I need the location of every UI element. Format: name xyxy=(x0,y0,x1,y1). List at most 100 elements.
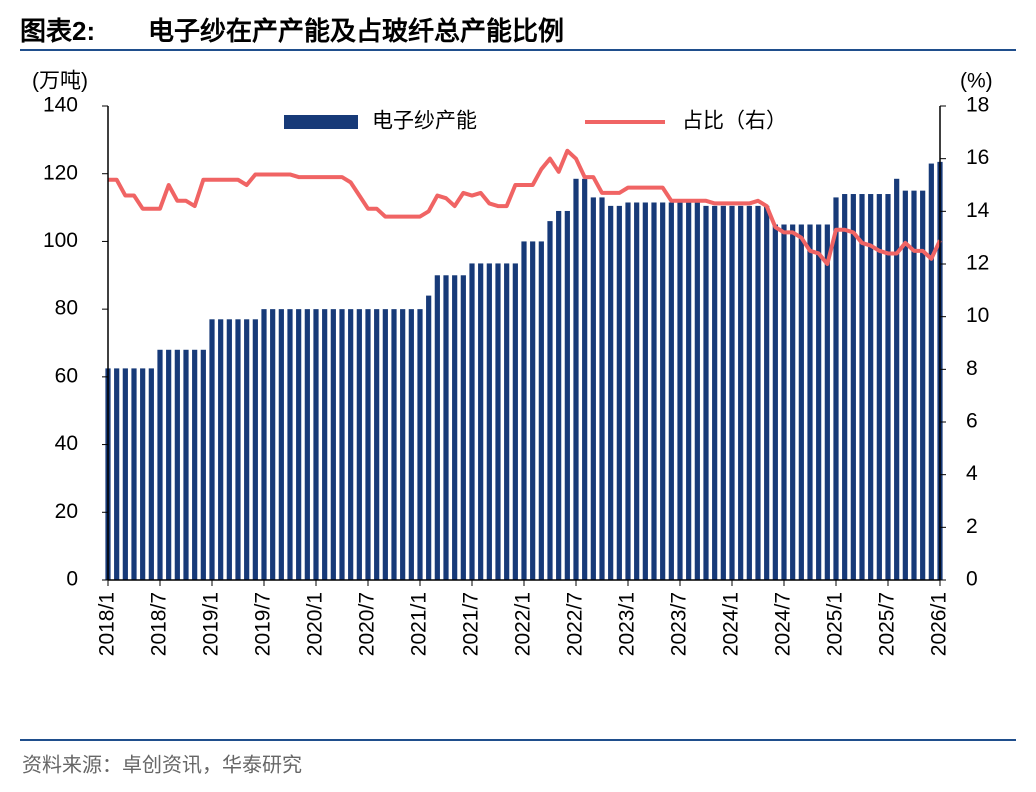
bar xyxy=(356,309,362,580)
bar xyxy=(365,309,371,580)
bar xyxy=(859,194,865,580)
bar xyxy=(157,349,163,580)
bar xyxy=(486,263,492,580)
x-tick-label: 2020/1 xyxy=(304,592,327,656)
bar xyxy=(166,349,172,580)
x-tick-label: 2021/7 xyxy=(460,592,483,656)
y-tick-label: 80 xyxy=(55,297,78,320)
y-tick-label: 0 xyxy=(66,568,78,591)
bar xyxy=(148,368,154,580)
x-tick-label: 2023/1 xyxy=(616,592,639,656)
y-tick-label: 20 xyxy=(55,500,78,523)
x-tick-label: 2025/1 xyxy=(824,592,847,656)
bar xyxy=(140,368,146,580)
x-tick-label: 2024/1 xyxy=(720,592,743,656)
bar xyxy=(278,309,284,580)
bar xyxy=(252,319,258,580)
bar xyxy=(417,309,423,580)
bar xyxy=(911,190,917,580)
bar xyxy=(183,349,189,580)
bar xyxy=(642,202,648,580)
bar xyxy=(478,263,484,580)
bar xyxy=(348,309,354,580)
bar xyxy=(556,210,562,580)
bar xyxy=(668,202,674,580)
y2-tick-label: 10 xyxy=(966,304,989,327)
bar xyxy=(287,309,293,580)
bar xyxy=(920,190,926,580)
y-tick-label: 100 xyxy=(43,229,78,252)
bar xyxy=(608,205,614,580)
y-axis-label: (万吨) xyxy=(32,70,88,93)
y2-tick-label: 4 xyxy=(966,462,978,485)
bar xyxy=(174,349,180,580)
bar xyxy=(703,205,709,580)
bar xyxy=(746,205,752,580)
bar xyxy=(634,202,640,580)
bar xyxy=(876,194,882,580)
x-tick-label: 2024/7 xyxy=(772,592,795,656)
x-tick-label: 2022/1 xyxy=(512,592,535,656)
bar xyxy=(582,178,588,581)
y-tick-label: 140 xyxy=(43,94,78,117)
legend-label: 电子纱产能 xyxy=(372,110,477,133)
bar xyxy=(244,319,250,580)
y-tick-label: 60 xyxy=(55,364,78,387)
bar xyxy=(816,224,822,580)
bar xyxy=(850,194,856,580)
x-tick-label: 2023/7 xyxy=(668,592,691,656)
x-tick-label: 2026/1 xyxy=(928,592,951,656)
y2-tick-label: 18 xyxy=(966,94,989,117)
bar xyxy=(209,319,215,580)
x-tick-label: 2022/7 xyxy=(564,592,587,656)
bar xyxy=(573,178,579,581)
bar xyxy=(781,224,787,580)
bar xyxy=(452,275,458,580)
x-tick-label: 2020/7 xyxy=(356,592,379,656)
bar xyxy=(460,275,466,580)
bar xyxy=(625,202,631,580)
bar xyxy=(755,205,761,580)
bar xyxy=(504,263,510,580)
y2-tick-label: 16 xyxy=(966,146,989,169)
bar xyxy=(270,309,276,580)
bar xyxy=(798,224,804,580)
bar xyxy=(894,178,900,581)
bar xyxy=(339,309,345,580)
bar xyxy=(235,319,241,580)
bar xyxy=(651,202,657,580)
bar xyxy=(192,349,198,580)
bar xyxy=(313,309,319,580)
bar xyxy=(261,309,267,580)
bar xyxy=(677,202,683,580)
y2-tick-label: 14 xyxy=(966,199,990,222)
bar xyxy=(599,197,605,580)
figure-label: 图表2: xyxy=(20,16,95,46)
source: 资料来源：卓创资讯，华泰研究 xyxy=(22,753,302,776)
bar xyxy=(564,210,570,580)
bar xyxy=(512,263,518,580)
bar xyxy=(296,309,302,580)
bar xyxy=(122,368,128,580)
bar xyxy=(928,163,934,581)
bar xyxy=(443,275,449,580)
bar xyxy=(131,368,137,580)
y2-axis-label: (%) xyxy=(960,70,993,93)
bar xyxy=(720,205,726,580)
y2-tick-label: 0 xyxy=(966,568,978,591)
bar xyxy=(322,309,328,580)
bar xyxy=(530,241,536,580)
bar xyxy=(824,224,830,580)
bar xyxy=(538,241,544,580)
bar xyxy=(434,275,440,580)
bar xyxy=(304,309,310,580)
bar xyxy=(391,309,397,580)
bar xyxy=(902,190,908,580)
x-tick-label: 2021/1 xyxy=(408,592,431,656)
y2-tick-label: 6 xyxy=(966,410,978,433)
bar xyxy=(660,202,666,580)
bar xyxy=(547,221,553,580)
y-tick-label: 120 xyxy=(43,161,78,184)
bar xyxy=(833,197,839,580)
